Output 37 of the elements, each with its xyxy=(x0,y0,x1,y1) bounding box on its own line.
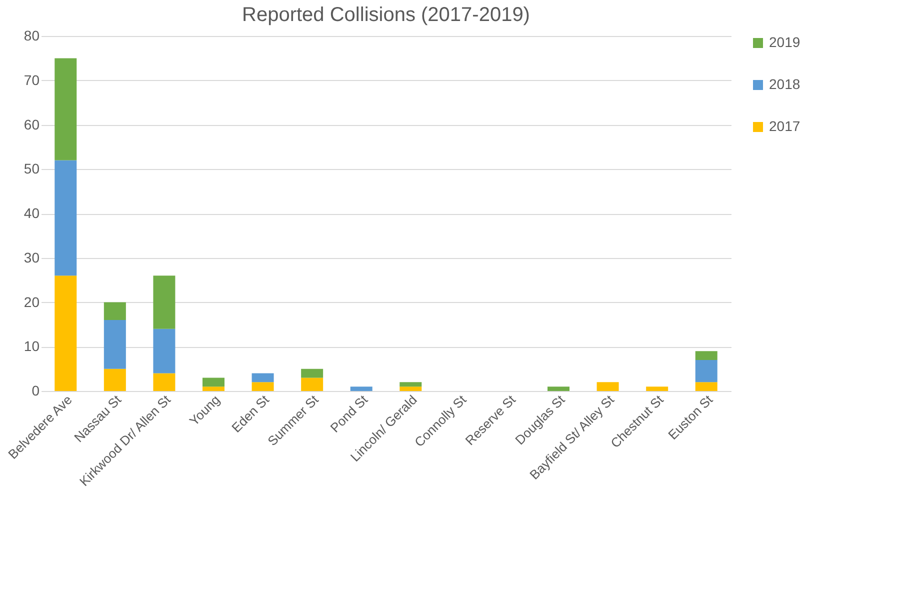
bar xyxy=(153,276,176,329)
bar xyxy=(400,382,422,387)
bar xyxy=(646,386,668,391)
y-tick-label: 50 xyxy=(24,160,40,177)
bar xyxy=(301,368,324,378)
bar xyxy=(54,276,77,391)
y-tick-label: 10 xyxy=(24,338,40,354)
y-tick-label: 0 xyxy=(32,382,40,398)
y-tick-label: 80 xyxy=(24,28,40,44)
bar xyxy=(104,368,126,391)
y-tick-label: 70 xyxy=(24,72,40,88)
y-tick-label: 30 xyxy=(24,249,40,266)
bar xyxy=(54,58,77,160)
y-tick-label: 40 xyxy=(24,205,40,221)
bar xyxy=(252,382,274,391)
y-tick-label: 20 xyxy=(24,294,40,310)
bar xyxy=(252,373,274,382)
legend-label: 2017 xyxy=(769,118,800,134)
bar xyxy=(548,386,570,391)
bar xyxy=(104,302,126,320)
bar xyxy=(400,386,422,391)
bar xyxy=(153,373,176,391)
bar xyxy=(202,386,224,391)
bar xyxy=(695,360,718,382)
bar xyxy=(350,386,372,391)
bar xyxy=(301,378,324,391)
bar xyxy=(153,328,176,374)
bar xyxy=(695,382,718,391)
legend-label: 2018 xyxy=(769,76,800,92)
bar xyxy=(104,320,126,369)
y-tick-label: 60 xyxy=(24,116,40,132)
legend-label: 2019 xyxy=(769,34,800,50)
bar xyxy=(54,160,77,276)
bar xyxy=(596,382,619,391)
bar xyxy=(695,351,718,360)
bar xyxy=(202,378,224,387)
chart-title: Reported Collisions (2017-2019) xyxy=(242,4,530,26)
